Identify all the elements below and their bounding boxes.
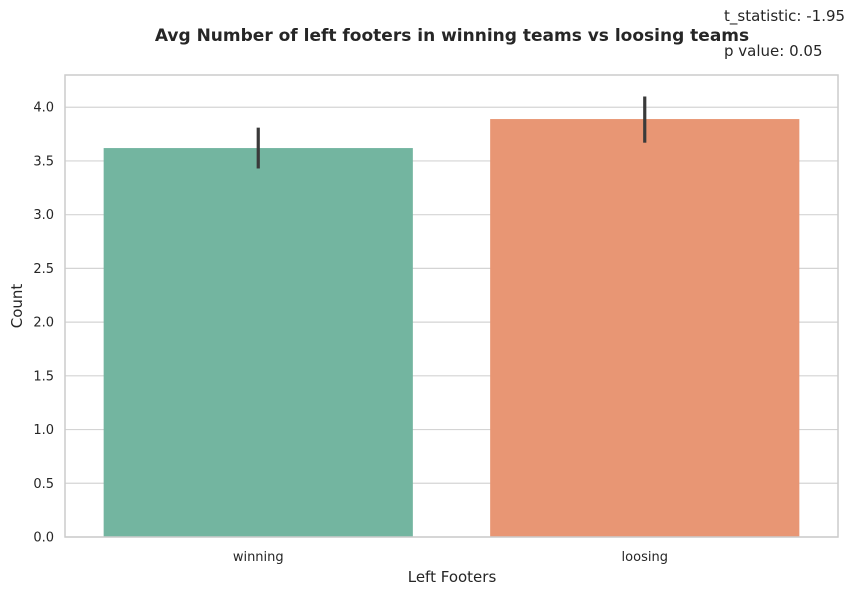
y-tick-label: 0.0 bbox=[33, 531, 54, 546]
chart-title: Avg Number of left footers in winning te… bbox=[155, 26, 749, 46]
y-tick-label: 1.0 bbox=[33, 423, 54, 438]
bar-winning bbox=[103, 148, 413, 537]
p-value-annotation: p value: 0.05 bbox=[724, 42, 822, 60]
x-axis-label: Left Footers bbox=[408, 568, 497, 586]
x-tick-labels: winning loosing bbox=[233, 550, 668, 565]
plot-frame bbox=[64, 74, 839, 538]
y-tick-labels: 0.0 0.5 1.0 1.5 2.0 2.5 3.0 3.5 4.0 bbox=[33, 101, 54, 546]
y-tick-label: 3.5 bbox=[33, 154, 54, 169]
bars bbox=[103, 119, 800, 538]
y-tick-label: 1.5 bbox=[33, 369, 54, 384]
y-tick-label: 3.0 bbox=[33, 208, 54, 223]
y-tick-label: 4.0 bbox=[33, 101, 54, 116]
x-tick-label-loosing: loosing bbox=[622, 550, 668, 565]
error-bars bbox=[256, 96, 647, 169]
y-tick-label: 2.0 bbox=[33, 316, 54, 331]
y-axis-label: Count bbox=[8, 284, 26, 329]
t-statistic-annotation: t_statistic: -1.95 bbox=[724, 7, 845, 26]
bar-loosing bbox=[490, 119, 800, 538]
y-tick-label: 0.5 bbox=[33, 477, 54, 492]
x-tick-label-winning: winning bbox=[233, 550, 284, 565]
y-tick-label: 2.5 bbox=[33, 262, 54, 277]
